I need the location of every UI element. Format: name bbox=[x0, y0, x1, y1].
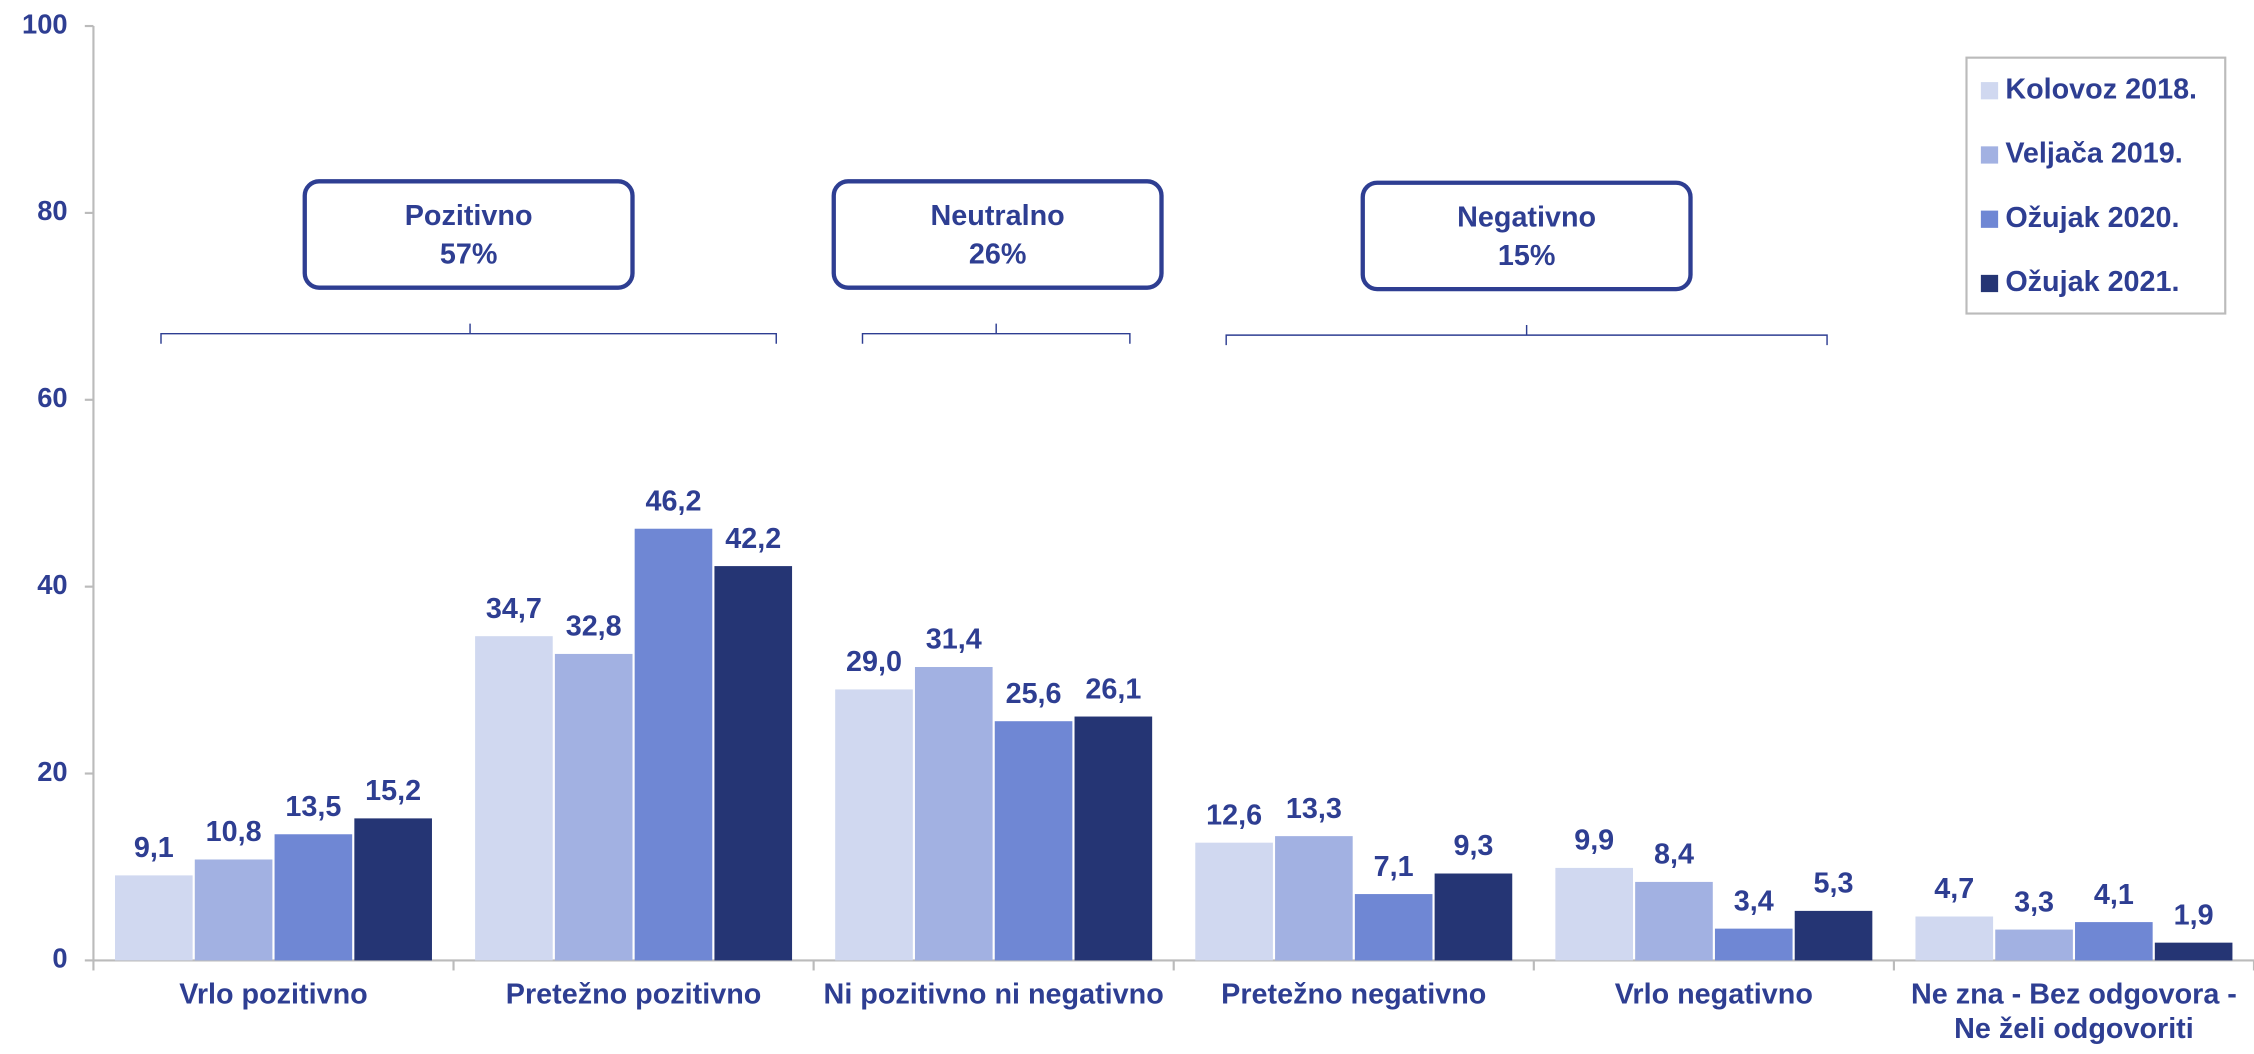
value-label: 29,0 bbox=[846, 646, 902, 678]
x-tick-label-box: Vrlo negativno bbox=[1614, 979, 1813, 1011]
annotation-text: 15% bbox=[1498, 240, 1556, 272]
bar bbox=[1434, 873, 1513, 961]
bracket bbox=[861, 323, 1131, 344]
bar bbox=[1354, 894, 1433, 961]
value-label: 3,4 bbox=[1734, 885, 1774, 917]
x-tick-label: Pretežno pozitivno bbox=[505, 979, 762, 1011]
legend-label: Ožujak 2020. bbox=[2005, 202, 2179, 234]
x-tick-label-box: Pretežno negativno bbox=[1221, 979, 1487, 1011]
annotation-box bbox=[302, 179, 635, 290]
legend-swatch bbox=[1980, 210, 1999, 228]
legend-swatch bbox=[1980, 274, 1999, 293]
legend-label: Veljača 2019. bbox=[2005, 138, 2182, 170]
annotation-box bbox=[831, 179, 1164, 290]
bar bbox=[1635, 881, 1713, 961]
value-label: 42,2 bbox=[725, 523, 781, 555]
x-tick-label-box: Ne zna - Bez odgovora - Ne želi odgovori… bbox=[1910, 979, 2237, 1046]
x-tick-label: Vrlo pozitivno bbox=[179, 979, 368, 1011]
value-label: 12,6 bbox=[1206, 799, 1262, 831]
bar bbox=[1074, 716, 1153, 961]
x-tick-label-box: Pretežno pozitivno bbox=[505, 979, 762, 1011]
value-label: 34,7 bbox=[486, 593, 542, 625]
y-tick-label: 0 bbox=[52, 943, 67, 974]
value-label: 13,5 bbox=[285, 791, 341, 823]
bar bbox=[835, 689, 913, 961]
value-label: 4,1 bbox=[2094, 879, 2134, 911]
bar bbox=[914, 667, 993, 961]
bar bbox=[2075, 922, 2153, 961]
annotation-title: Neutralno bbox=[931, 200, 1065, 232]
value-label: 8,4 bbox=[1654, 839, 1694, 871]
annotation-box bbox=[1360, 180, 1693, 292]
value-label: 4,7 bbox=[1934, 873, 1974, 905]
y-tick-label: 20 bbox=[37, 756, 67, 787]
value-label: 1,9 bbox=[2174, 899, 2214, 931]
bar bbox=[2154, 942, 2233, 961]
value-label: 10,8 bbox=[206, 816, 262, 848]
bar bbox=[1794, 910, 1873, 961]
value-label: 32,8 bbox=[566, 611, 622, 643]
bar bbox=[115, 875, 193, 961]
y-tick-label: 40 bbox=[37, 569, 67, 600]
annotation-text: 26% bbox=[969, 239, 1027, 271]
bracket bbox=[1225, 325, 1828, 346]
bar bbox=[194, 859, 273, 961]
bar bbox=[1275, 836, 1353, 961]
annotation-text: 57% bbox=[440, 239, 498, 271]
bracket bbox=[160, 323, 777, 344]
value-label: 26,1 bbox=[1085, 673, 1141, 705]
bar bbox=[634, 528, 713, 961]
value-label: 9,1 bbox=[134, 832, 174, 864]
bar bbox=[554, 653, 633, 961]
x-tick-label: Vrlo negativno bbox=[1614, 979, 1813, 1011]
legend-box bbox=[1965, 56, 2227, 315]
x-tick-label: Ni pozitivno ni negativno bbox=[823, 979, 1164, 1011]
value-label: 31,4 bbox=[926, 624, 982, 656]
bar bbox=[1995, 929, 2073, 961]
x-tick-label: Ne zna - Bez odgovora - Ne želi odgovori… bbox=[1910, 979, 2237, 1046]
value-label: 7,1 bbox=[1374, 851, 1414, 883]
bar bbox=[1555, 867, 1633, 961]
annotation-title: Pozitivno bbox=[405, 200, 533, 232]
x-tick-label: Pretežno negativno bbox=[1221, 979, 1487, 1011]
value-label: 25,6 bbox=[1006, 678, 1062, 710]
value-label: 5,3 bbox=[1814, 868, 1854, 900]
value-label: 13,3 bbox=[1286, 793, 1342, 825]
value-label: 15,2 bbox=[365, 775, 421, 807]
value-label: 46,2 bbox=[645, 485, 701, 517]
bar bbox=[475, 636, 553, 961]
legend-label: Ožujak 2021. bbox=[2005, 266, 2179, 298]
bar bbox=[354, 818, 432, 961]
bar bbox=[1195, 842, 1273, 961]
x-tick-label-box: Ni pozitivno ni negativno bbox=[823, 979, 1164, 1011]
value-label: 3,3 bbox=[2014, 886, 2054, 918]
y-tick-label: 60 bbox=[37, 382, 67, 413]
annotation-title: Negativno bbox=[1457, 201, 1596, 233]
legend-label: Kolovoz 2018. bbox=[2005, 73, 2197, 105]
y-tick-label: 80 bbox=[37, 195, 67, 226]
x-tick-label-box: Vrlo pozitivno bbox=[179, 979, 368, 1011]
bar bbox=[1714, 928, 1793, 961]
bar bbox=[994, 721, 1073, 961]
legend-swatch bbox=[1980, 146, 1999, 164]
bar bbox=[1915, 916, 1994, 961]
y-tick-label: 100 bbox=[22, 8, 68, 39]
value-label: 9,9 bbox=[1574, 825, 1614, 857]
legend-swatch bbox=[1980, 82, 1999, 100]
bar bbox=[714, 566, 793, 961]
bar bbox=[274, 834, 353, 961]
value-label: 9,3 bbox=[1453, 830, 1493, 862]
